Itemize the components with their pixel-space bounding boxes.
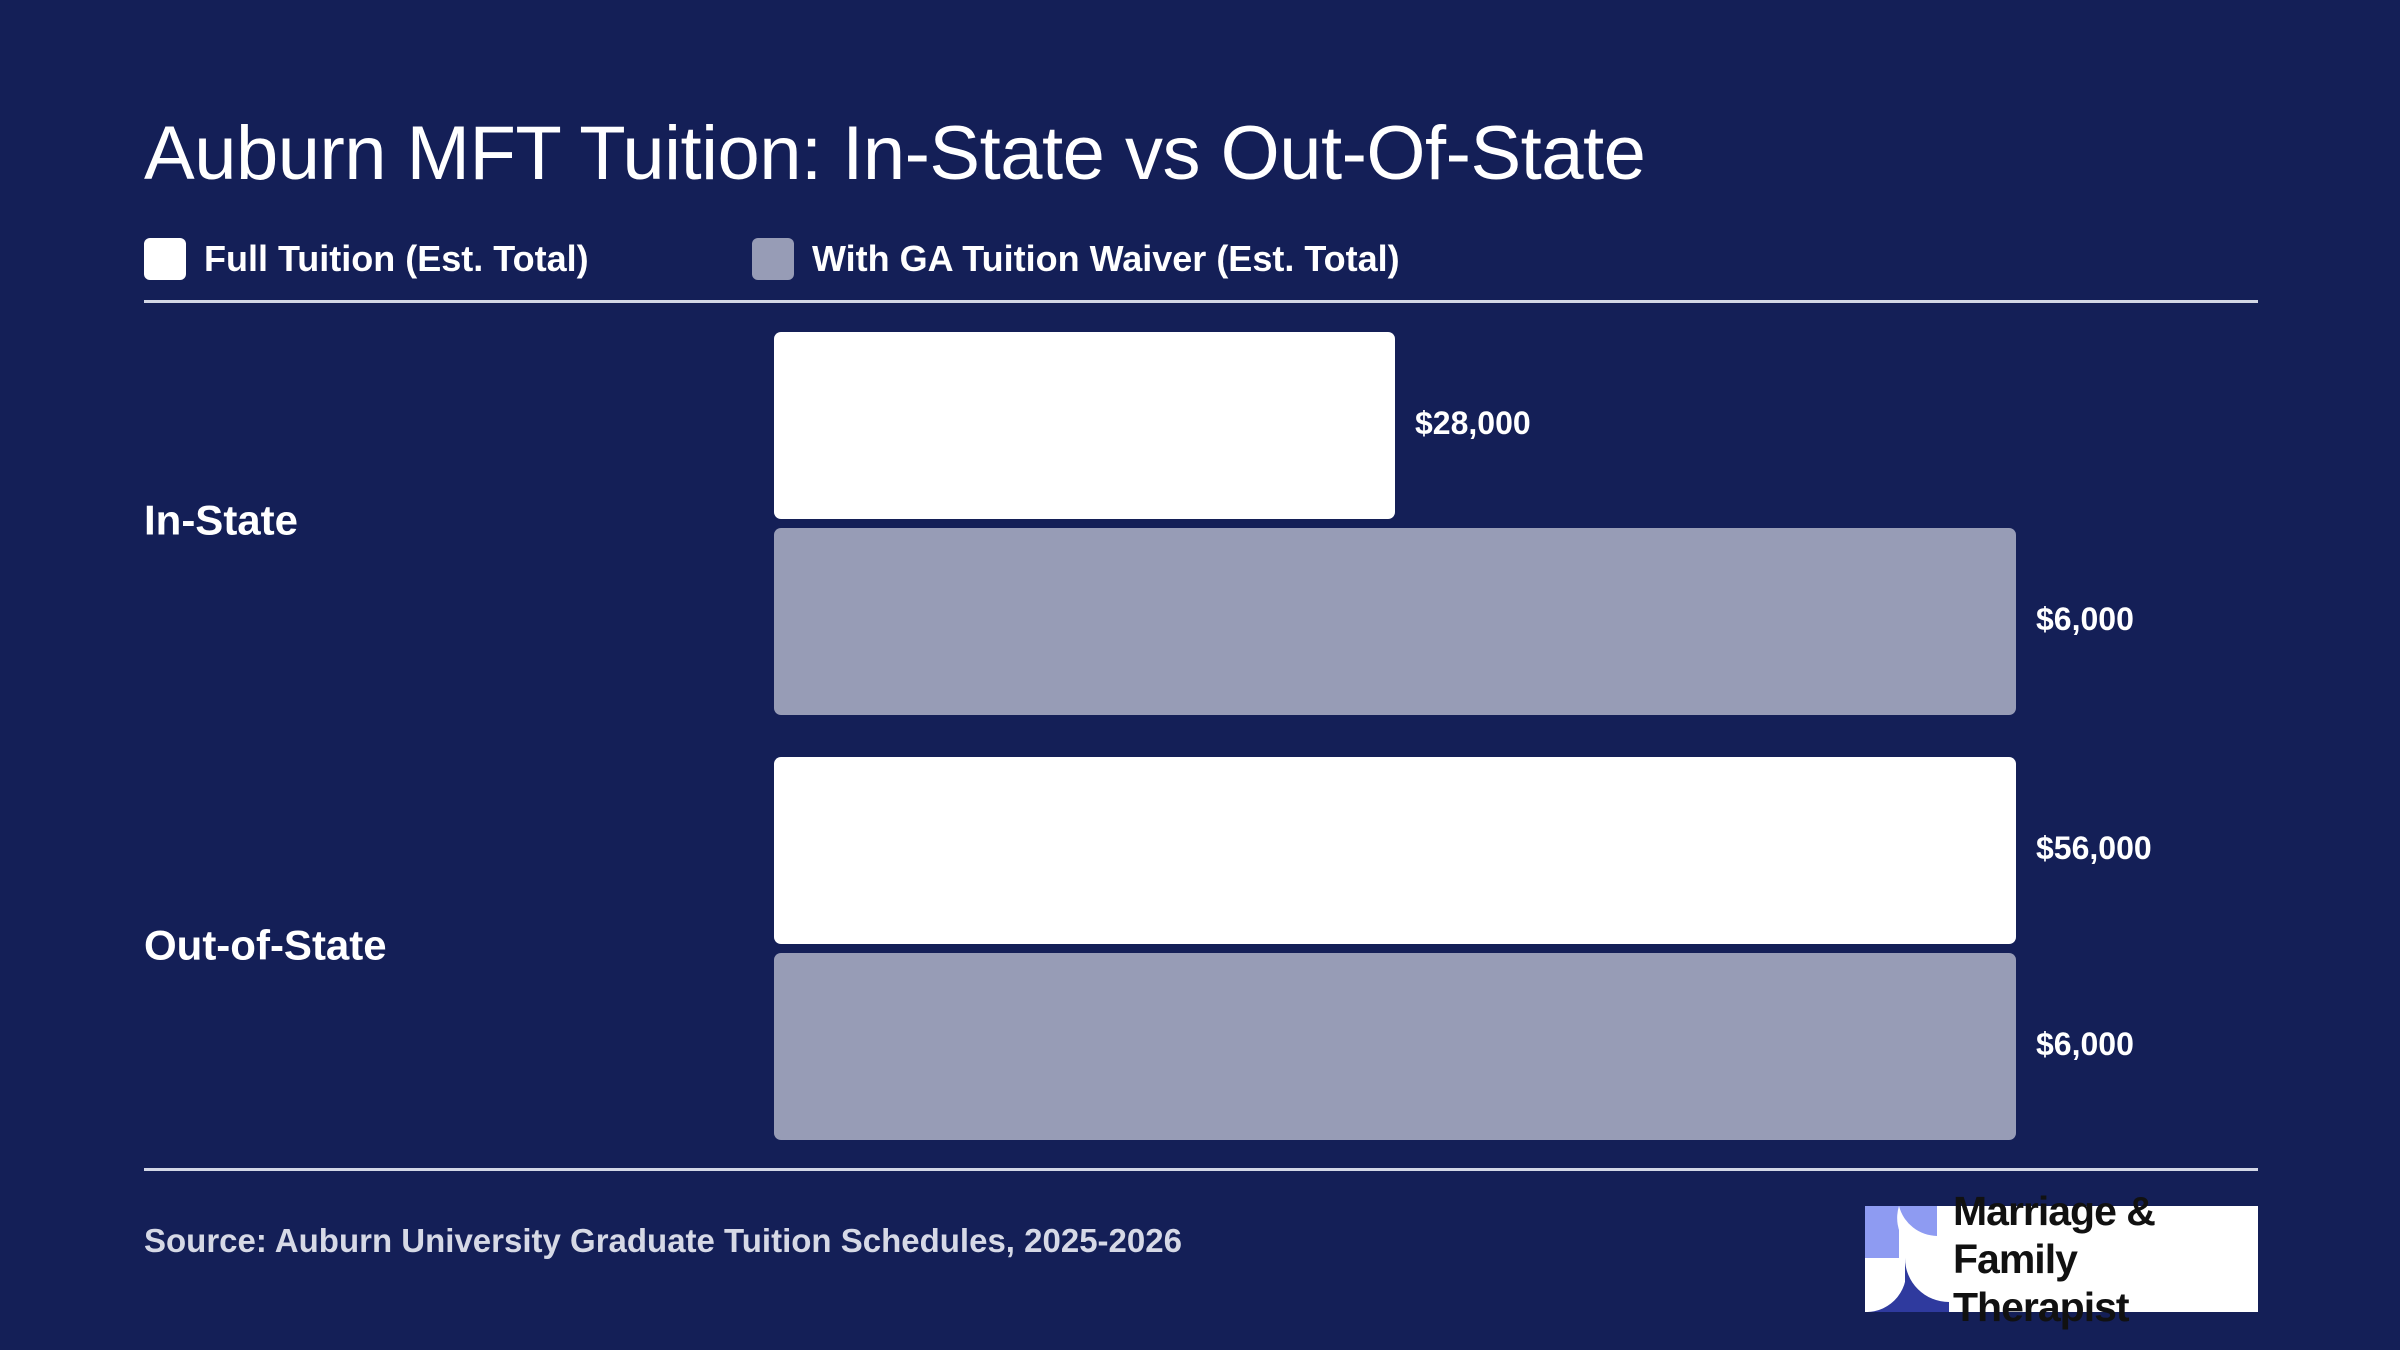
- category-label: In-State: [144, 497, 298, 544]
- value-label: $6,000: [2036, 1026, 2134, 1062]
- bar: [774, 332, 1395, 519]
- bottom-divider: [144, 1168, 2258, 1171]
- legend-label-full-tuition: Full Tuition (Est. Total): [204, 238, 589, 279]
- bar: [774, 953, 2016, 1140]
- logo-text-line1: Marriage & Family: [1953, 1188, 2156, 1282]
- logo-mark-icon: [1865, 1206, 1949, 1312]
- value-label: $56,000: [2036, 830, 2152, 866]
- logo-text-line2: Therapist: [1953, 1284, 2130, 1330]
- bar: [774, 757, 2016, 944]
- value-label: $6,000: [2036, 601, 2134, 637]
- category-label: Out-of-State: [144, 922, 387, 969]
- bar: [774, 528, 2016, 715]
- legend-item-ga-waiver: With GA Tuition Waiver (Est. Total): [752, 238, 1400, 280]
- brand-logo: Marriage & Family Therapist: [1865, 1188, 2258, 1330]
- chart-title: Auburn MFT Tuition: In-State vs Out-Of-S…: [144, 111, 1646, 196]
- legend-swatch-full-tuition: [144, 238, 186, 280]
- top-divider: [144, 300, 2258, 303]
- legend-swatch-ga-waiver: [752, 238, 794, 280]
- value-label: $28,000: [1415, 405, 1531, 441]
- logo-text: Marriage & Family Therapist: [1953, 1187, 2258, 1331]
- legend-label-ga-waiver: With GA Tuition Waiver (Est. Total): [812, 238, 1400, 279]
- source-note: Source: Auburn University Graduate Tuiti…: [144, 1222, 1182, 1259]
- legend-item-full-tuition: Full Tuition (Est. Total): [144, 238, 589, 280]
